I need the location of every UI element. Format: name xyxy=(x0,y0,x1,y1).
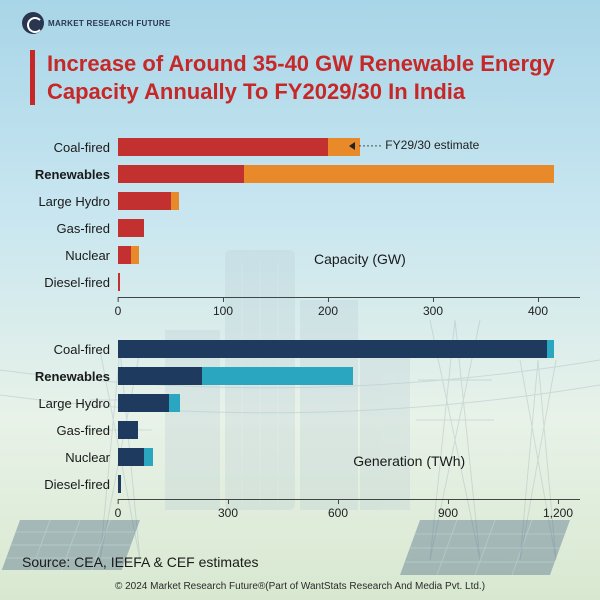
capacity-bar-track xyxy=(118,192,580,210)
generation-bar-track xyxy=(118,475,580,493)
logo: MARKET RESEARCH FUTURE xyxy=(22,12,171,34)
capacity-category-label: Gas-fired xyxy=(20,221,118,236)
generation-row: Nuclear xyxy=(20,445,580,469)
generation-row: Coal-fired xyxy=(20,337,580,361)
capacity-tick: 400 xyxy=(528,297,548,318)
generation-bar-base xyxy=(118,367,202,385)
generation-bar-base xyxy=(118,448,144,466)
generation-tick: 600 xyxy=(328,499,348,520)
capacity-row: Renewables xyxy=(20,162,580,186)
source-text: Source: CEA, IEEFA & CEF estimates xyxy=(22,554,259,570)
generation-category-label: Large Hydro xyxy=(20,396,118,411)
capacity-category-label: Large Hydro xyxy=(20,194,118,209)
generation-bar-base xyxy=(118,394,169,412)
generation-chart: Coal-fired Renewables Large Hydro Gas-fired… xyxy=(20,337,580,521)
capacity-tick: 200 xyxy=(318,297,338,318)
capacity-bar-track xyxy=(118,219,580,237)
capacity-bar-base xyxy=(118,246,131,264)
generation-bar-track xyxy=(118,367,580,385)
generation-bar-track xyxy=(118,340,580,358)
generation-bar-track xyxy=(118,421,580,439)
generation-tick: 900 xyxy=(438,499,458,520)
generation-category-label: Coal-fired xyxy=(20,342,118,357)
capacity-chart: Coal-fired ······ FY29/30 estimate Renewab… xyxy=(20,135,580,319)
generation-category-label: Nuclear xyxy=(20,450,118,465)
capacity-bar-track xyxy=(118,165,580,183)
capacity-bar-base xyxy=(118,138,328,156)
capacity-tick: 300 xyxy=(423,297,443,318)
logo-mark-icon xyxy=(22,12,44,34)
generation-row: Diesel-fired xyxy=(20,472,580,496)
generation-tick: 1,200 xyxy=(543,499,573,520)
page-title: Increase of Around 35-40 GW Renewable En… xyxy=(47,50,580,105)
capacity-axis-title: Capacity (GW) xyxy=(314,251,406,267)
generation-row: Gas-fired xyxy=(20,418,580,442)
capacity-tick: 0 xyxy=(115,297,122,318)
capacity-category-label: Coal-fired xyxy=(20,140,118,155)
capacity-bar-base xyxy=(118,192,171,210)
capacity-bar-base xyxy=(118,219,144,237)
generation-category-label: Diesel-fired xyxy=(20,477,118,492)
generation-tick: 0 xyxy=(115,499,122,520)
generation-bar-base xyxy=(118,421,138,439)
capacity-bar-track: ······ FY29/30 estimate xyxy=(118,138,580,156)
capacity-row: Large Hydro xyxy=(20,189,580,213)
capacity-row: Gas-fired xyxy=(20,216,580,240)
generation-bar-track xyxy=(118,448,580,466)
generation-bar-base xyxy=(118,475,121,493)
copyright-text: © 2024 Market Research Future®(Part of W… xyxy=(0,581,600,592)
generation-category-label: Gas-fired xyxy=(20,423,118,438)
capacity-row: Diesel-fired xyxy=(20,270,580,294)
capacity-category-label: Nuclear xyxy=(20,248,118,263)
capacity-tick: 100 xyxy=(213,297,233,318)
generation-bar-track xyxy=(118,394,580,412)
capacity-category-label: Renewables xyxy=(20,167,118,182)
generation-category-label: Renewables xyxy=(20,369,118,384)
capacity-bar-base xyxy=(118,273,120,291)
logo-text: MARKET RESEARCH FUTURE xyxy=(48,19,171,28)
generation-tick: 300 xyxy=(218,499,238,520)
generation-row: Large Hydro xyxy=(20,391,580,415)
generation-row: Renewables xyxy=(20,364,580,388)
capacity-row: Nuclear xyxy=(20,243,580,267)
capacity-category-label: Diesel-fired xyxy=(20,275,118,290)
generation-axis: 0 300 600 900 1,200 xyxy=(20,499,580,521)
estimate-annotation: ······ FY29/30 estimate xyxy=(349,138,479,152)
generation-axis-title: Generation (TWh) xyxy=(353,453,465,469)
title-block: Increase of Around 35-40 GW Renewable En… xyxy=(30,50,580,105)
capacity-row: Coal-fired ······ FY29/30 estimate xyxy=(20,135,580,159)
capacity-bar-track xyxy=(118,273,580,291)
capacity-bar-base xyxy=(118,165,244,183)
generation-bar-base xyxy=(118,340,547,358)
capacity-axis: 0 100 200 300 400 xyxy=(20,297,580,319)
